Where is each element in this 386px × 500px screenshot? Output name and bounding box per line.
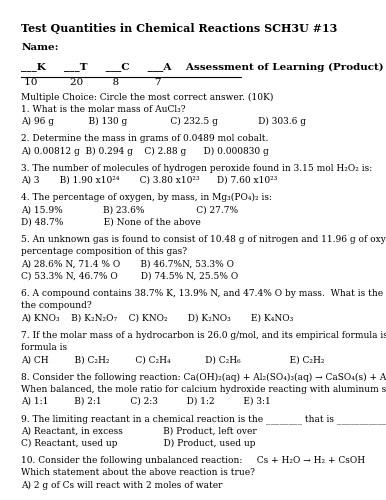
- Text: D) 48.7%              E) None of the above: D) 48.7% E) None of the above: [21, 218, 201, 226]
- Text: When balanced, the mole ratio for calcium hydroxide reacting with aluminum sulph: When balanced, the mole ratio for calciu…: [21, 385, 386, 394]
- Text: C) 53.3% N, 46.7% O        D) 74.5% N, 25.5% O: C) 53.3% N, 46.7% O D) 74.5% N, 25.5% O: [21, 272, 239, 280]
- Text: 2. Determine the mass in grams of 0.0489 mol cobalt.: 2. Determine the mass in grams of 0.0489…: [21, 134, 269, 143]
- Text: C) Reactant, used up                D) Product, used up: C) Reactant, used up D) Product, used up: [21, 439, 256, 448]
- Text: formula is: formula is: [21, 343, 67, 352]
- Text: A) 0.00812 g  B) 0.294 g    C) 2.88 g      D) 0.000830 g: A) 0.00812 g B) 0.294 g C) 2.88 g D) 0.0…: [21, 146, 269, 156]
- Text: Multiple Choice: Circle the most correct answer. (10K): Multiple Choice: Circle the most correct…: [21, 92, 274, 102]
- Text: Which statement about the above reaction is true?: Which statement about the above reaction…: [21, 468, 255, 477]
- Text: 7. If the molar mass of a hydrocarbon is 26.0 g/mol, and its empirical formula i: 7. If the molar mass of a hydrocarbon is…: [21, 331, 386, 340]
- Text: Test Quantities in Chemical Reactions SCH3U #13: Test Quantities in Chemical Reactions SC…: [21, 22, 338, 34]
- Text: A) 2 g of Cs will react with 2 moles of water: A) 2 g of Cs will react with 2 moles of …: [21, 480, 223, 490]
- Text: 6. A compound contains 38.7% K, 13.9% N, and 47.4% O by mass.  What is the empir: 6. A compound contains 38.7% K, 13.9% N,…: [21, 289, 386, 298]
- Text: 4. The percentage of oxygen, by mass, in Mg₃(PO₄)₂ is:: 4. The percentage of oxygen, by mass, in…: [21, 193, 272, 202]
- Text: the compound?: the compound?: [21, 301, 92, 310]
- Text: 3. The number of molecules of hydrogen peroxide found in 3.15 mol H₂O₂ is:: 3. The number of molecules of hydrogen p…: [21, 164, 372, 173]
- Text: A) 3       B) 1.90 x10²⁴       C) 3.80 x10²³      D) 7.60 x10²³: A) 3 B) 1.90 x10²⁴ C) 3.80 x10²³ D) 7.60…: [21, 176, 278, 185]
- Text: 9. The limiting reactant in a chemical reaction is the ________ that is ________: 9. The limiting reactant in a chemical r…: [21, 414, 386, 424]
- Text: A) 15.9%              B) 23.6%                  C) 27.7%: A) 15.9% B) 23.6% C) 27.7%: [21, 206, 239, 214]
- Text: A) 96 g            B) 130 g               C) 232.5 g              D) 303.6 g: A) 96 g B) 130 g C) 232.5 g D) 303.6 g: [21, 117, 306, 126]
- Text: A) KNO₃    B) K₂N₂O₇    C) KNO₂       D) K₂NO₃       E) K₄NO₃: A) KNO₃ B) K₂N₂O₇ C) KNO₂ D) K₂NO₃ E) K₄…: [21, 314, 293, 322]
- Text: A) CH         B) C₂H₂         C) C₂H₄            D) C₂H₆                 E) C₂H₂: A) CH B) C₂H₂ C) C₂H₄ D) C₂H₆ E) C₂H₂: [21, 355, 325, 364]
- Text: A) 1:1         B) 2:1          C) 2:3          D) 1:2          E) 3:1: A) 1:1 B) 2:1 C) 2:3 D) 1:2 E) 3:1: [21, 397, 271, 406]
- Text: A) Reactant, in excess              B) Product, left over: A) Reactant, in excess B) Product, left …: [21, 426, 257, 436]
- Text: 8. Consider the following reaction: Ca(OH)₂(aq) + Al₂(SO₄)₃(aq) → CaSO₄(s) + Al(: 8. Consider the following reaction: Ca(O…: [21, 372, 386, 382]
- Text: A) 28.6% N, 71.4 % O       B) 46.7%N, 53.3% O: A) 28.6% N, 71.4 % O B) 46.7%N, 53.3% O: [21, 260, 234, 268]
- Text: ___K     ___T     ___C     ___A    Assessment of Learning (Product): ___K ___T ___C ___A Assessment of Learni…: [21, 62, 384, 72]
- Text: 10. Consider the following unbalanced reaction:     Cs + H₂O → H₂ + CsOH: 10. Consider the following unbalanced re…: [21, 456, 366, 465]
- Text: 10          20         8           7: 10 20 8 7: [21, 78, 162, 86]
- Text: Name:: Name:: [21, 42, 59, 51]
- Text: percentage composition of this gas?: percentage composition of this gas?: [21, 247, 187, 256]
- Text: 1. What is the molar mass of AuCl₃?: 1. What is the molar mass of AuCl₃?: [21, 105, 186, 114]
- Text: 5. An unknown gas is found to consist of 10.48 g of nitrogen and 11.96 g of oxyg: 5. An unknown gas is found to consist of…: [21, 235, 386, 244]
